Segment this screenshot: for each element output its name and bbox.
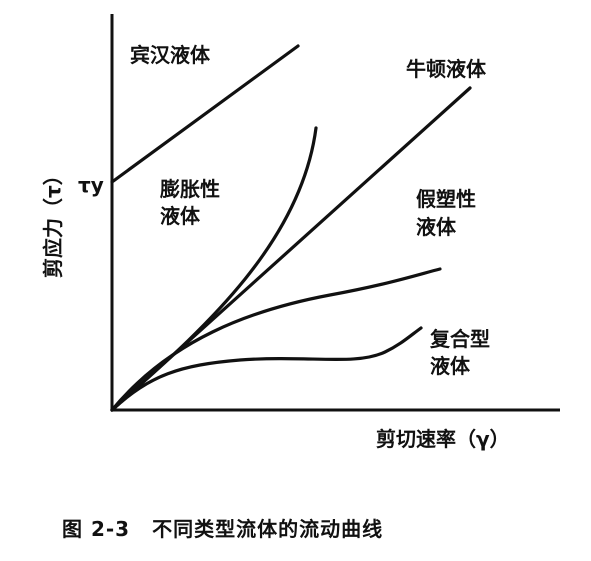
figure-number: 图 2-3: [62, 517, 130, 541]
label-pseudoplastic-line1: 假塑性: [416, 187, 476, 211]
y-axis-label: 剪应力（τ）: [41, 165, 65, 278]
label-pseudoplastic-line2: 液体: [416, 215, 457, 239]
figure-caption-text: 不同类型流体的流动曲线: [152, 517, 383, 541]
figure-caption: 图 2-3 不同类型流体的流动曲线: [62, 513, 397, 542]
label-bingham-line: 宾汉液体: [130, 43, 211, 67]
label-composite: 复合型 液体: [429, 327, 497, 378]
label-newtonian-line: 牛顿液体: [406, 57, 487, 81]
label-bingham: 宾汉液体: [130, 43, 211, 67]
label-composite-line1: 复合型: [429, 327, 490, 351]
label-composite-line2: 液体: [430, 354, 471, 378]
curve-pseudoplastic: [112, 269, 440, 410]
curve-dilatant: [112, 128, 316, 410]
x-axis-label: 剪切速率（γ）: [376, 427, 510, 451]
label-pseudoplastic: 假塑性 液体: [416, 187, 483, 239]
label-dilatant-line1: 膨胀性: [159, 177, 220, 201]
label-dilatant: 膨胀性 液体: [159, 177, 227, 228]
yield-stress-label: τy: [78, 173, 104, 197]
label-newtonian: 牛顿液体: [406, 57, 487, 81]
label-dilatant-line2: 液体: [160, 204, 201, 228]
